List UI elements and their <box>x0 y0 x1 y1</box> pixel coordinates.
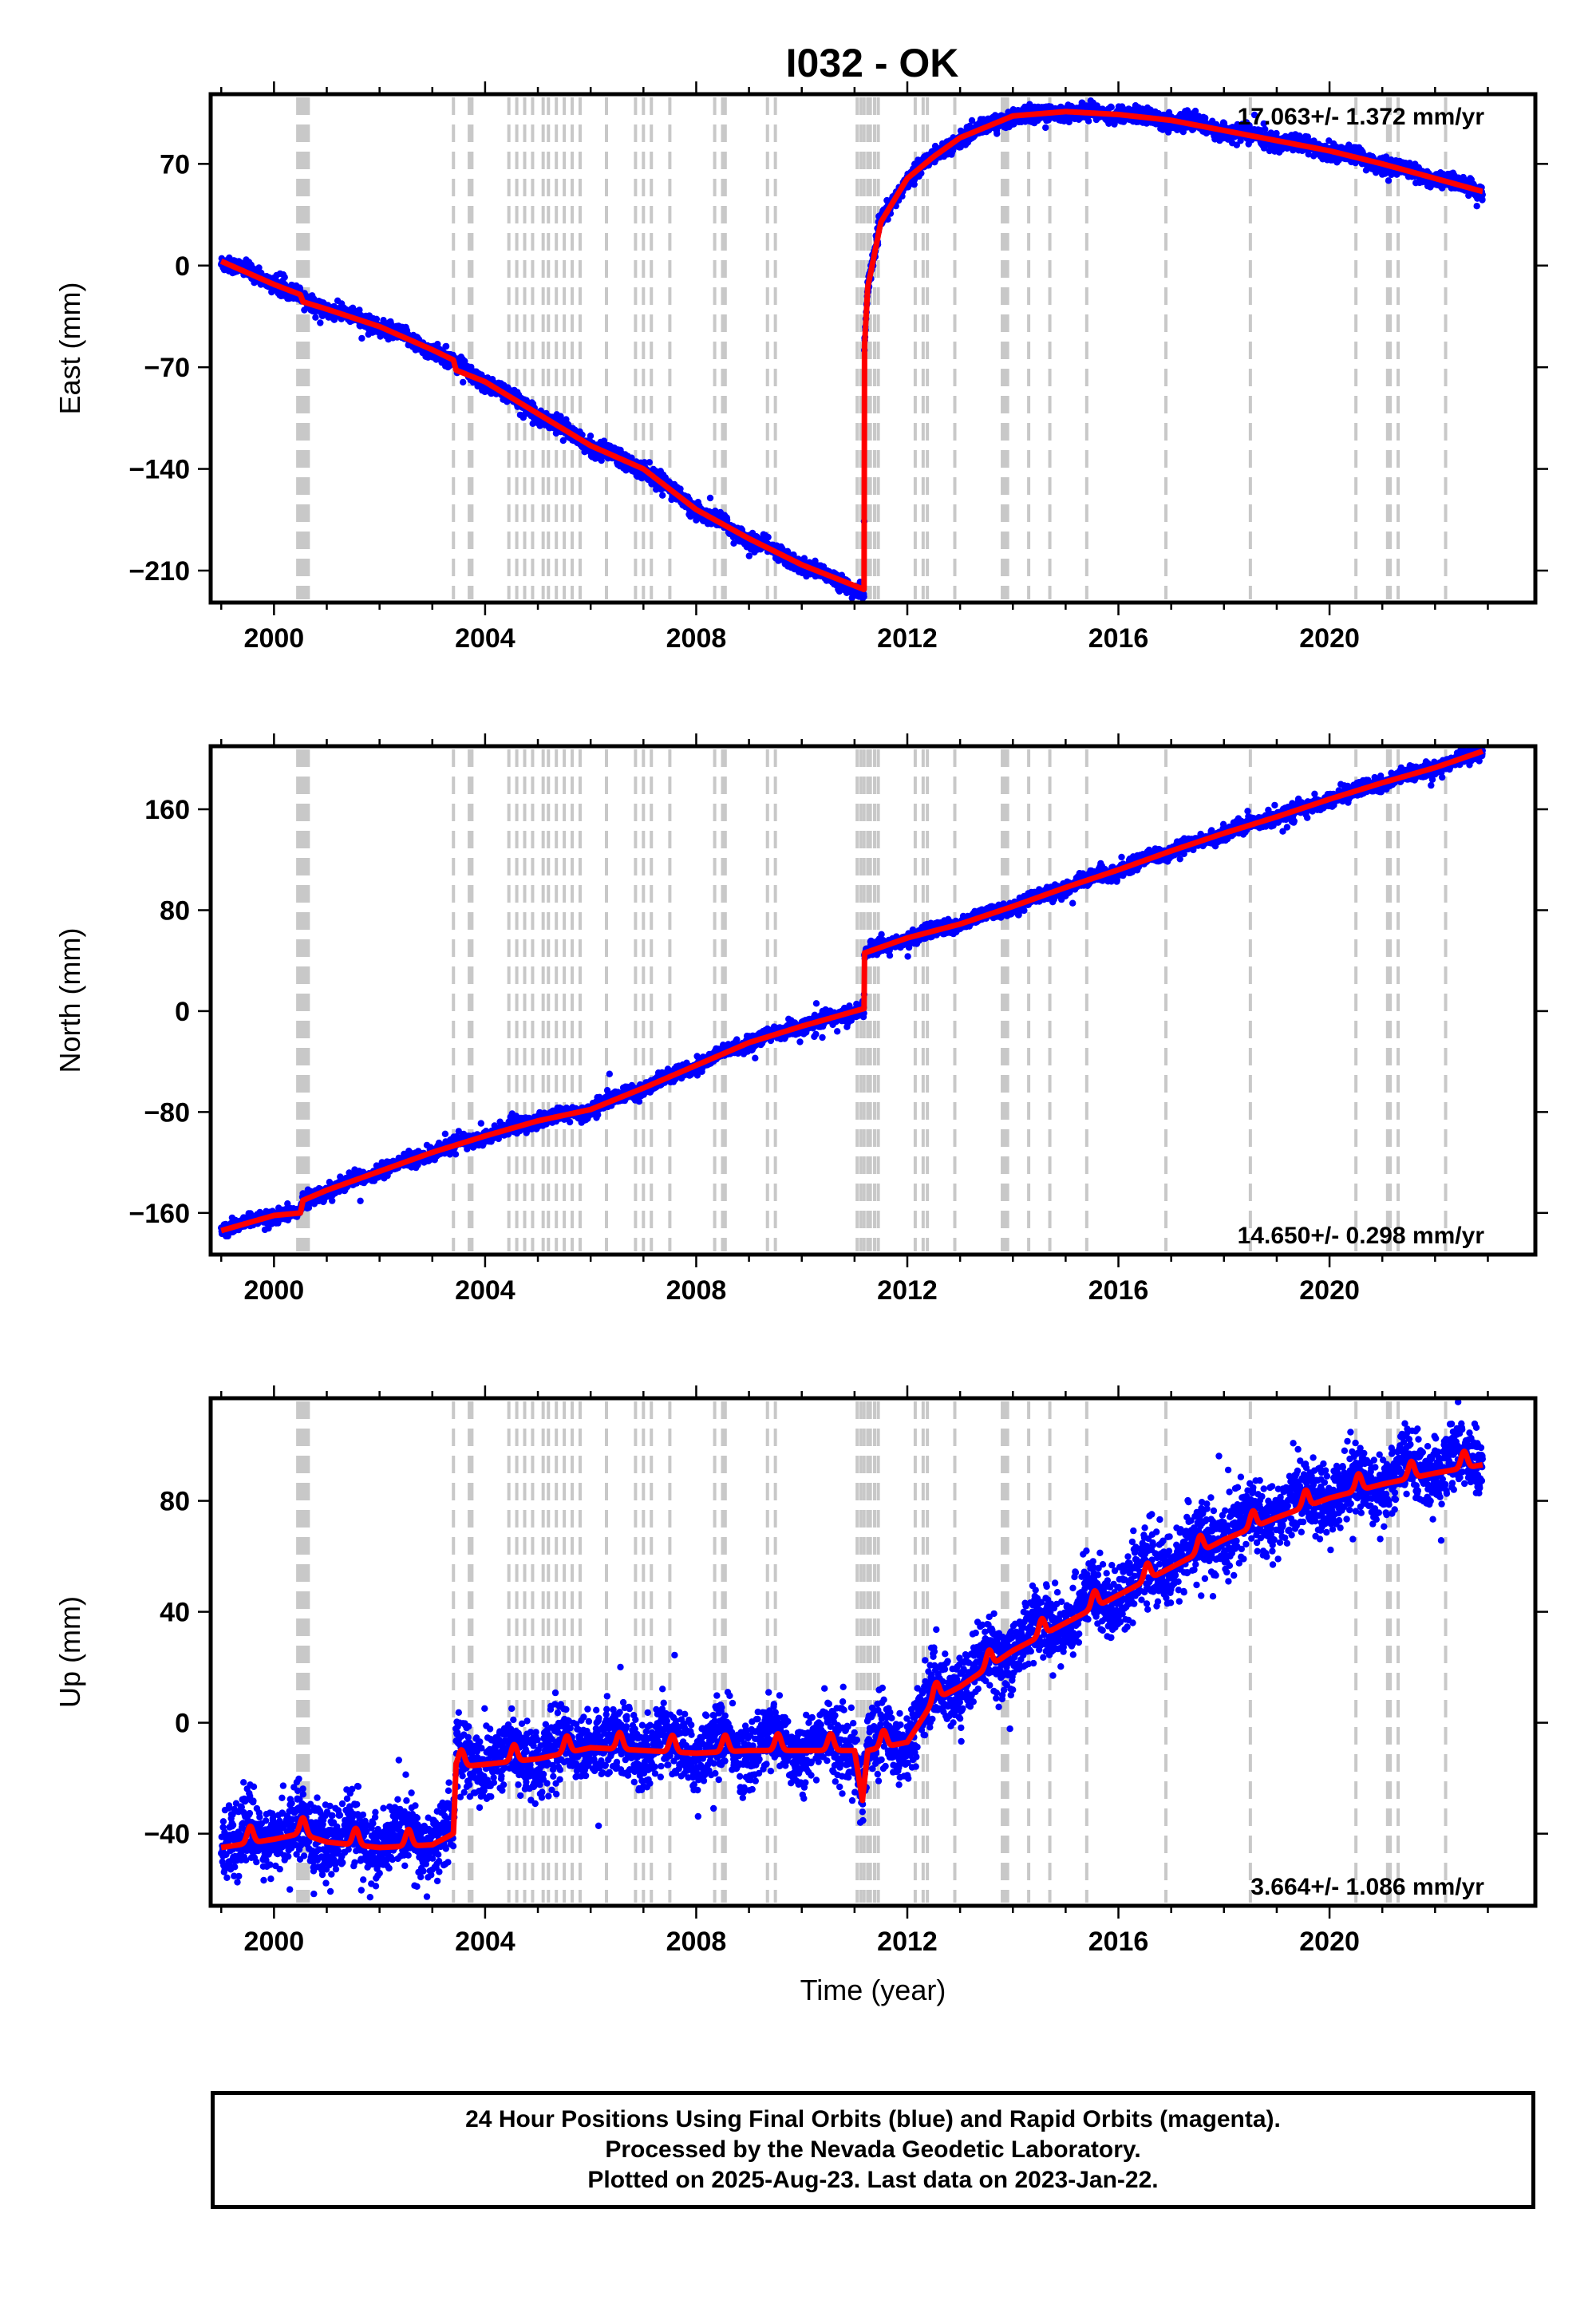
east-position-points <box>218 97 1487 602</box>
east-data-point <box>1108 104 1115 111</box>
east-data-point <box>442 342 450 350</box>
east-panel: 2000 2004 2008 2012 2016 2020700−70−140−210Ea… <box>53 81 1548 654</box>
east-data-point <box>281 274 288 281</box>
east-data-point <box>358 334 365 342</box>
east-data-point <box>764 533 772 541</box>
east-plot-area <box>218 97 1487 602</box>
east-data-point <box>1385 177 1393 184</box>
east-data-point <box>659 492 666 499</box>
east-data-point <box>460 378 467 386</box>
east-data-point <box>860 593 867 600</box>
east-data-point <box>312 314 319 321</box>
east-data-point <box>646 459 653 466</box>
east-data-point <box>317 319 324 326</box>
figure: I032 - OK 2000 2004 2008 2012 2016 2020700−70… <box>53 41 1548 2006</box>
chart-title: I032 - OK <box>786 41 959 85</box>
east-data-point <box>706 494 714 502</box>
east-data-point <box>373 315 381 322</box>
east-data-point <box>1084 117 1092 124</box>
east-data-point <box>587 433 595 440</box>
east-data-point <box>255 264 263 271</box>
east-data-point <box>1042 124 1049 132</box>
east-data-point <box>994 130 1001 137</box>
